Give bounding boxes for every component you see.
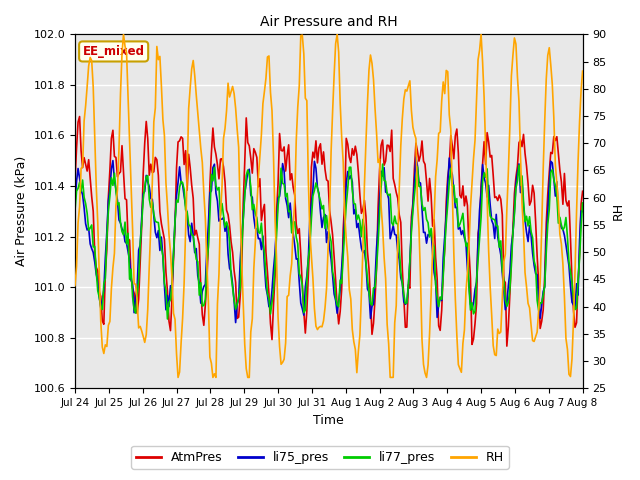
Y-axis label: RH: RH — [612, 202, 625, 220]
Title: Air Pressure and RH: Air Pressure and RH — [260, 15, 397, 29]
X-axis label: Time: Time — [314, 414, 344, 427]
Y-axis label: Air Pressure (kPa): Air Pressure (kPa) — [15, 156, 28, 266]
Legend: AtmPres, li75_pres, li77_pres, RH: AtmPres, li75_pres, li77_pres, RH — [131, 446, 509, 469]
Text: EE_mixed: EE_mixed — [83, 45, 145, 58]
